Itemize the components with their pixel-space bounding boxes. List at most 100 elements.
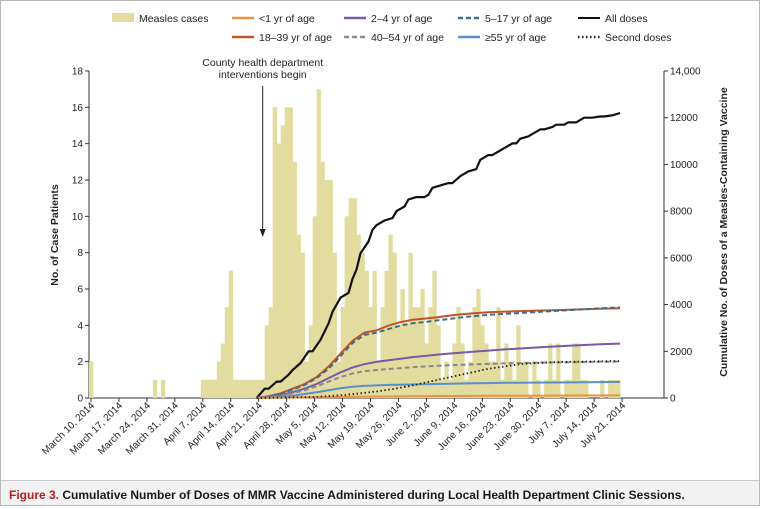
measles-bar bbox=[488, 361, 493, 398]
measles-bar bbox=[208, 379, 214, 398]
measles-bar bbox=[316, 89, 321, 399]
measles-bar bbox=[420, 289, 425, 398]
legend-swatch bbox=[112, 13, 134, 22]
annotation-arrowhead bbox=[259, 229, 266, 237]
measles-bar bbox=[476, 289, 481, 398]
annotation-text: County health department bbox=[202, 57, 323, 69]
line-y40_54 bbox=[256, 360, 621, 399]
y2-tick-label: 2000 bbox=[670, 347, 693, 358]
legend-label: ≥55 yr of age bbox=[485, 32, 546, 44]
measles-bar bbox=[204, 379, 210, 398]
legend-item-y2_4: 2–4 yr of age bbox=[344, 13, 432, 25]
line-second bbox=[256, 360, 621, 399]
measles-bar bbox=[544, 379, 549, 398]
measles-bar bbox=[440, 379, 445, 398]
measles-bar bbox=[468, 361, 473, 398]
measles-bar bbox=[448, 379, 453, 398]
measles-bar bbox=[616, 379, 621, 398]
dose-lines bbox=[255, 111, 621, 399]
y-tick-label: 2 bbox=[77, 357, 83, 368]
measles-bar bbox=[312, 216, 317, 398]
measles-bar bbox=[464, 379, 469, 398]
measles-bar bbox=[280, 125, 285, 398]
y-tick-label: 12 bbox=[72, 176, 84, 187]
legend-label: 5–17 yr of age bbox=[485, 13, 552, 25]
measles-bar bbox=[368, 307, 373, 398]
measles-bar bbox=[536, 379, 541, 398]
line-y5_17 bbox=[256, 306, 621, 399]
measles-bar bbox=[376, 361, 381, 398]
y2-axis-ticks: 0 2000 4000 6000 8000 10000 12000 14,000 bbox=[664, 67, 701, 405]
measles-bar bbox=[332, 252, 337, 398]
measles-bar bbox=[432, 270, 437, 398]
legend-label: All doses bbox=[605, 13, 648, 25]
measles-bar bbox=[220, 343, 226, 398]
line-all bbox=[255, 111, 621, 399]
measles-bar bbox=[216, 361, 222, 398]
measles-bar bbox=[292, 161, 297, 398]
measles-bar bbox=[348, 198, 353, 398]
measles-bar bbox=[512, 379, 517, 398]
measles-bar bbox=[320, 161, 325, 398]
legend-item-second: Second doses bbox=[578, 32, 672, 44]
measles-bars bbox=[89, 89, 621, 399]
measles-bar bbox=[89, 361, 94, 398]
measles-bar bbox=[352, 198, 357, 398]
y2-tick-label: 12000 bbox=[670, 113, 698, 124]
measles-bar bbox=[452, 343, 457, 398]
measles-bar bbox=[508, 361, 513, 398]
measles-bar bbox=[412, 307, 417, 398]
measles-bar bbox=[444, 361, 449, 398]
measles-bar bbox=[524, 361, 529, 398]
y2-tick-label: 10000 bbox=[670, 160, 698, 171]
y-tick-label: 6 bbox=[77, 285, 83, 296]
legend-item-lt1: <1 yr of age bbox=[232, 13, 315, 25]
measles-bar bbox=[612, 379, 617, 398]
y-tick-label: 10 bbox=[72, 212, 84, 223]
measles-bar bbox=[276, 143, 281, 398]
measles-bar bbox=[392, 252, 397, 398]
line-y2_4 bbox=[256, 342, 621, 399]
measles-bar bbox=[548, 343, 553, 398]
measles-bar bbox=[556, 343, 561, 398]
legend-item-y40_54: 40–54 yr of age bbox=[344, 32, 444, 44]
legend-item-all: All doses bbox=[578, 13, 648, 25]
measles-bar bbox=[268, 307, 273, 398]
y-axis-ticks: 0 2 4 6 8 10 12 14 16 18 bbox=[72, 67, 89, 405]
measles-bar bbox=[200, 379, 206, 398]
measles-bar bbox=[408, 252, 413, 398]
measles-bar bbox=[328, 180, 333, 398]
measles-bar bbox=[500, 379, 505, 398]
legend-item-y18_39: 18–39 yr of age bbox=[232, 32, 332, 44]
measles-bar bbox=[480, 325, 485, 398]
legend-label: 18–39 yr of age bbox=[259, 32, 332, 44]
measles-bar bbox=[248, 379, 254, 398]
measles-bar bbox=[520, 361, 525, 398]
measles-bar bbox=[288, 107, 293, 398]
y-tick-label: 14 bbox=[72, 139, 84, 150]
measles-bar bbox=[336, 361, 341, 398]
measles-bar bbox=[356, 234, 361, 398]
legend-item-measles: Measles cases bbox=[112, 13, 208, 25]
y2-tick-label: 14,000 bbox=[670, 67, 701, 78]
measles-bar bbox=[324, 180, 329, 398]
measles-bar bbox=[400, 289, 405, 398]
measles-bar bbox=[272, 107, 277, 398]
measles-bar bbox=[396, 325, 401, 398]
legend-label: <1 yr of age bbox=[259, 13, 315, 25]
y-tick-label: 16 bbox=[72, 103, 84, 114]
measles-bar bbox=[416, 307, 421, 398]
measles-bar bbox=[372, 270, 377, 398]
measles-bar bbox=[608, 379, 613, 398]
caption-text: Cumulative Number of Doses of MMR Vaccin… bbox=[62, 488, 685, 502]
measles-bar bbox=[304, 361, 309, 398]
legend: Measles cases <1 yr of age 2–4 yr of age 5–… bbox=[112, 13, 672, 44]
measles-bar bbox=[496, 307, 501, 398]
measles-bar bbox=[572, 343, 577, 398]
figure-caption: Figure 3. Cumulative Number of Doses of … bbox=[1, 480, 759, 505]
measles-bar bbox=[460, 343, 465, 398]
measles-bar bbox=[388, 234, 393, 398]
y2-tick-label: 8000 bbox=[670, 207, 693, 218]
